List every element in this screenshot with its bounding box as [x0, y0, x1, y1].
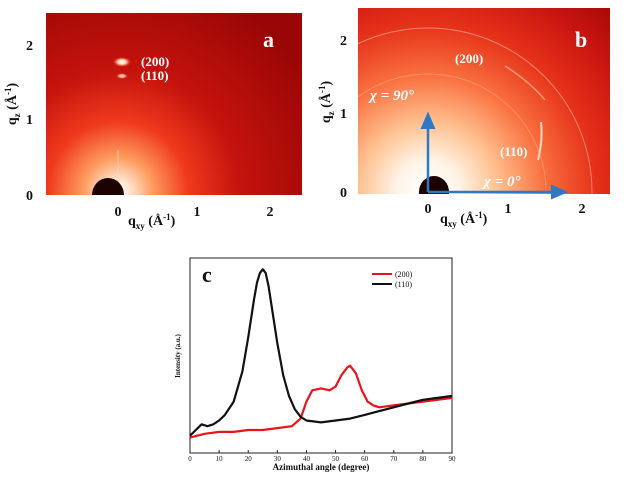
panel-b-xtick-1: 1 [505, 202, 512, 217]
panel-a-spot-200 [113, 57, 131, 67]
panel-c-xlabel: Azimuthal angle (degree) [273, 462, 370, 472]
panel-b-heatmap [358, 8, 610, 194]
panel-a-xlabel: qxy (Å-1) [128, 212, 176, 231]
x-tick-label-0: 0 [188, 455, 192, 463]
panel-c-x-ticks: 0 10 20 30 40 50 60 70 80 90 [188, 450, 456, 463]
panel-a-xlabel-sup: -1 [163, 212, 171, 222]
panel-b-letter: b [575, 27, 587, 52]
panel-b-chi-90-label: χ = 90° [368, 88, 414, 104]
panel-a-ylabel: qz (Å-1) [3, 83, 22, 126]
panel-a-xlabel-close: ) [171, 214, 176, 229]
panel-a-ylabel-q: q [5, 117, 20, 125]
panel-c-series-group [189, 268, 453, 439]
panel-b-ytick-1: 1 [340, 107, 347, 122]
panel-a-heatmap [46, 13, 302, 195]
panel-b-x-ticks: 0 1 2 [425, 202, 586, 217]
panel-b-xtick-0: 0 [425, 202, 432, 217]
panel-c-ylabel: Intensity (a.u.) [174, 333, 182, 377]
panel-b-ylabel-q: q [319, 115, 334, 123]
x-tick-label-40: 40 [303, 455, 311, 463]
panel-c-legend: (200)(110) [372, 270, 413, 289]
panel-a-ylabel-unit: (Å [4, 94, 20, 113]
panel-a-ylabel-sup: -1 [3, 87, 13, 95]
panel-b-xlabel-close: ) [483, 212, 488, 227]
x-tick-label-60: 60 [361, 455, 369, 463]
panel-a-xtick-1: 1 [194, 205, 201, 220]
panel-c-letter: c [202, 262, 212, 287]
x-tick-label-20: 20 [245, 455, 253, 463]
panel-a-xlabel-sub: xy [136, 221, 146, 231]
panel-b-ylabel-sub: z [326, 111, 336, 115]
panel-b-ylabel-sup: -1 [317, 85, 327, 93]
panel-b-label-200: (200) [455, 51, 483, 66]
panel-a-label-200: (200) [141, 54, 169, 69]
panel-b: b (200) (110) χ = 90° χ = 0° 2 1 0 0 1 2… [317, 8, 610, 229]
panel-b-chi-0-label: χ = 0° [482, 174, 521, 190]
panel-b-xlabel-q: q [440, 212, 448, 227]
legend-label-110: (110) [395, 280, 412, 289]
panel-b-xlabel: qxy (Å-1) [440, 210, 488, 229]
panel-b-xlabel-sub: xy [448, 219, 458, 229]
panel-a-x-ticks: 0 1 2 [115, 205, 274, 220]
panel-a-xlabel-unit: (Å [145, 213, 164, 229]
series-line-200 [189, 364, 453, 439]
panel-b-beamstop [419, 176, 449, 194]
x-tick-label-30: 30 [274, 455, 282, 463]
x-tick-label-50: 50 [332, 455, 340, 463]
panel-a-ylabel-close: ) [5, 83, 20, 88]
panel-b-xlabel-unit: (Å [457, 211, 476, 227]
panel-a-xtick-2: 2 [267, 205, 274, 220]
panel-b-ylabel-unit: (Å [318, 92, 334, 111]
panel-b-ytick-0: 0 [340, 186, 347, 201]
panel-a-beamstop [92, 178, 124, 195]
panel-a: a (200) (110) 2 1 0 0 1 2 qz (Å-1) qxy (… [3, 13, 302, 231]
x-tick-label-80: 80 [419, 455, 427, 463]
panel-c-plot-frame [189, 257, 453, 454]
panel-b-ring-200 [358, 27, 593, 194]
series-line-110 [189, 268, 453, 437]
legend-label-200: (200) [395, 270, 413, 279]
x-tick-label-70: 70 [390, 455, 398, 463]
panel-a-letter: a [263, 27, 274, 52]
panel-b-label-110: (110) [500, 144, 527, 159]
panel-b-arc-110 [537, 121, 543, 161]
panel-b-ylabel: qz (Å-1) [317, 81, 336, 124]
panel-a-ytick-0: 0 [26, 189, 33, 204]
panel-b-ytick-2: 2 [340, 34, 347, 49]
panel-a-ytick-1: 1 [26, 113, 33, 128]
panel-a-label-110: (110) [141, 68, 168, 83]
panel-a-y-ticks: 2 1 0 [26, 39, 33, 204]
panel-b-ylabel-close: ) [319, 81, 334, 86]
panel-b-y-ticks: 2 1 0 [340, 34, 347, 201]
x-tick-label-10: 10 [216, 455, 224, 463]
panel-a-xlabel-q: q [128, 214, 136, 229]
panel-b-xlabel-sup: -1 [475, 210, 483, 220]
panel-c: c 0 10 20 30 40 50 60 70 80 90 (200)(110) Azimuth… [174, 257, 456, 472]
panel-b-arc-200 [504, 65, 546, 101]
panel-b-xtick-2: 2 [579, 202, 586, 217]
x-tick-label-90: 90 [449, 455, 457, 463]
panel-a-ytick-2: 2 [26, 39, 33, 54]
panel-a-xtick-0: 0 [115, 205, 122, 220]
panel-a-ylabel-sub: z [12, 113, 22, 117]
panel-a-spot-110 [116, 73, 128, 79]
